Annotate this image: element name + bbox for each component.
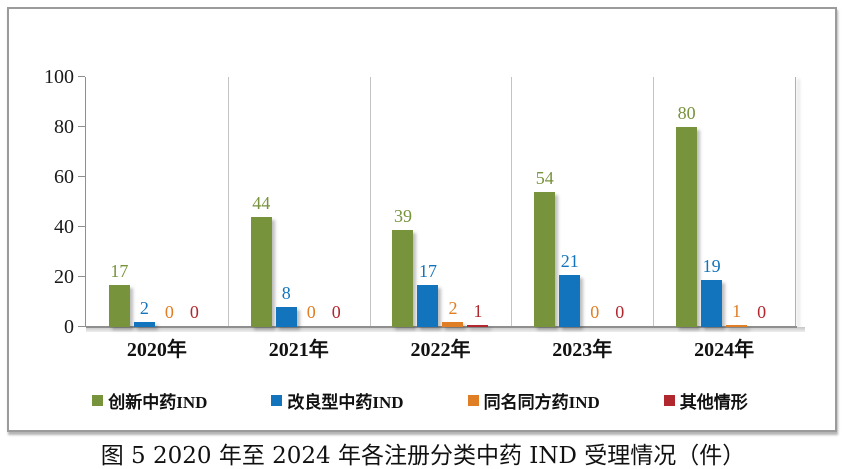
bar-slot: 1 xyxy=(726,77,748,327)
category-divider xyxy=(227,77,229,327)
bar-value-label: 0 xyxy=(757,302,767,322)
bar xyxy=(417,284,439,327)
bar-slot: 44 xyxy=(250,77,272,327)
bar-group: 17 2 0 0 xyxy=(86,77,228,327)
bar-value-label: 19 xyxy=(702,255,721,276)
bar-slot: 0 xyxy=(751,77,772,327)
bar-slot: 8 xyxy=(275,77,297,327)
legend-swatch xyxy=(467,395,479,406)
y-axis-line xyxy=(85,77,86,327)
category-divider xyxy=(653,77,655,327)
y-tick-mark xyxy=(78,76,85,77)
legend-swatch xyxy=(271,395,283,406)
bar-value-label: 39 xyxy=(393,205,412,226)
bar xyxy=(108,284,130,327)
bar-slot: 0 xyxy=(159,77,180,327)
legend-item: 其他情形 xyxy=(663,388,748,413)
bar-group: 54 21 0 0 xyxy=(511,77,653,327)
bar-slot: 2 xyxy=(133,77,155,327)
x-axis-category-label: 2024年 xyxy=(694,339,755,361)
bar-slot: 0 xyxy=(609,77,630,327)
bar-group: 80 19 1 0 xyxy=(653,77,795,327)
bar-value-label: 17 xyxy=(110,260,129,281)
y-tick-label: 20 xyxy=(54,266,74,288)
bar-slot: 39 xyxy=(392,77,414,327)
category-divider xyxy=(795,77,796,327)
y-tick-label: 60 xyxy=(54,166,74,188)
x-axis-line xyxy=(86,326,797,328)
category-divider xyxy=(369,77,371,327)
bar-value-label: 80 xyxy=(677,103,696,123)
bar-slot: 0 xyxy=(184,77,205,327)
bar-value-label: 0 xyxy=(189,302,199,322)
legend-label: 同名同方药IND xyxy=(483,393,600,412)
legend-swatch xyxy=(92,395,104,406)
bar-slot: 21 xyxy=(559,77,581,327)
bar-slot: 2 xyxy=(442,77,464,327)
bar-slot: 17 xyxy=(108,77,130,327)
bar-group: 44 8 0 0 xyxy=(228,77,370,327)
bar-slot: 0 xyxy=(584,77,605,327)
bar xyxy=(676,127,698,327)
y-tick-label: 40 xyxy=(54,216,74,238)
bar xyxy=(534,192,556,327)
bar-value-label: 0 xyxy=(331,302,341,322)
bar xyxy=(250,217,272,327)
y-tick-mark xyxy=(78,176,85,177)
y-tick-label: 0 xyxy=(64,316,74,338)
y-tick-mark xyxy=(78,326,85,327)
legend-swatch xyxy=(663,395,675,406)
legend-label: 其他情形 xyxy=(679,393,748,412)
bar-value-label: 0 xyxy=(590,302,600,322)
legend-label: 改良型中药IND xyxy=(287,393,404,412)
bar-group: 39 17 2 1 xyxy=(370,77,512,327)
bar xyxy=(442,322,464,327)
bar xyxy=(133,322,155,327)
bar xyxy=(392,229,414,327)
y-tick-mark xyxy=(78,226,85,227)
bar-slot: 17 xyxy=(417,77,439,327)
y-tick-mark xyxy=(78,126,85,127)
legend: 创新中药IND 改良型中药IND 同名同方药IND 其他情形 xyxy=(9,388,831,413)
x-axis-category-label: 2020年 xyxy=(126,339,187,361)
bar-slot: 0 xyxy=(301,77,322,327)
bar-slot: 0 xyxy=(326,77,347,327)
bar-slot: 54 xyxy=(534,77,556,327)
y-tick-label: 80 xyxy=(54,116,74,138)
bar-value-label: 17 xyxy=(418,260,437,281)
chart-frame xyxy=(7,7,837,432)
bar-value-label: 21 xyxy=(560,250,579,271)
bar-slot: 19 xyxy=(701,77,723,327)
bar-slot: 80 xyxy=(676,77,698,327)
bar-value-label: 0 xyxy=(615,302,625,322)
bar-value-label: 2 xyxy=(139,298,149,318)
legend-item: 改良型中药IND xyxy=(271,388,404,413)
bar-value-label: 1 xyxy=(732,300,742,321)
bar xyxy=(726,324,748,327)
bar xyxy=(701,279,723,327)
bar-value-label: 1 xyxy=(473,300,483,321)
legend-item: 创新中药IND xyxy=(92,388,207,413)
plot-floor-shadow xyxy=(86,327,805,332)
bar xyxy=(275,307,297,327)
y-tick-label: 100 xyxy=(44,66,74,88)
bar-value-label: 0 xyxy=(164,302,174,322)
x-axis-category-label: 2023年 xyxy=(552,339,613,361)
x-axis-category-label: 2022年 xyxy=(410,339,471,361)
bar xyxy=(559,274,581,327)
legend-label: 创新中药IND xyxy=(108,393,208,412)
bar-value-label: 2 xyxy=(448,298,458,318)
legend-item: 同名同方药IND xyxy=(467,388,600,413)
bar xyxy=(467,324,489,327)
y-tick-mark xyxy=(78,276,85,277)
bar-value-label: 8 xyxy=(281,283,291,303)
bar-slot: 1 xyxy=(467,77,489,327)
bar-value-label: 54 xyxy=(535,168,554,188)
figure-caption: 图 5 2020 年至 2024 年各注册分类中药 IND 受理情况（件） xyxy=(100,443,746,469)
category-divider xyxy=(511,77,513,327)
x-axis-category-label: 2021年 xyxy=(268,339,329,361)
bar-value-label: 44 xyxy=(252,193,271,213)
bar-value-label: 0 xyxy=(306,302,316,322)
